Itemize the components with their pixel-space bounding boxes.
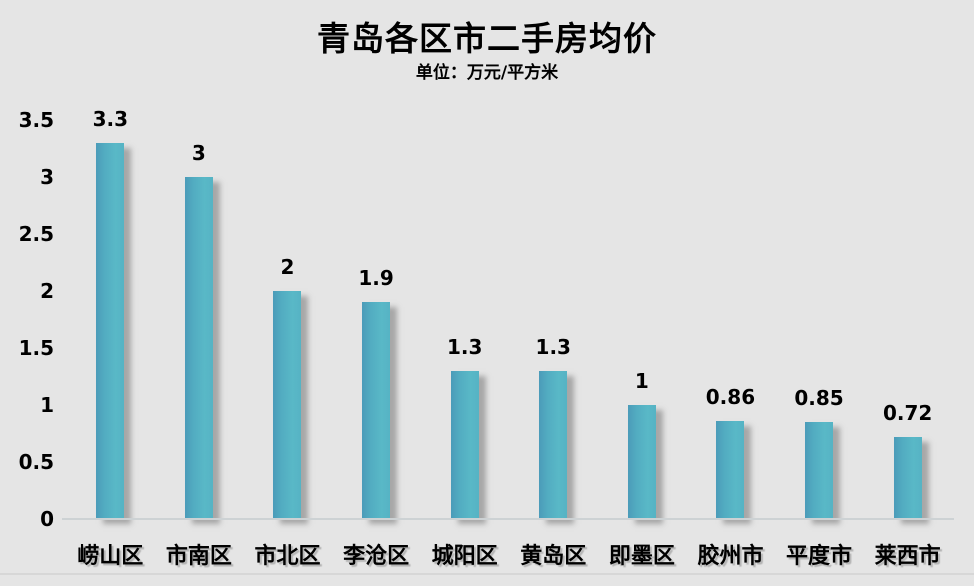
x-axis-label: 平度市 [786, 544, 853, 569]
bar-slot: 3 [155, 120, 244, 519]
bar [893, 436, 922, 519]
x-axis-label: 崂山区 [77, 544, 144, 569]
bar-value-label: 1.3 [535, 334, 571, 359]
bar-slot: 3.3 [66, 107, 155, 519]
x-axis-label: 黄岛区 [520, 544, 587, 569]
x-axis-label: 即墨区 [608, 544, 675, 569]
bar [450, 370, 479, 519]
bar-value-label: 1 [634, 369, 649, 393]
bar [627, 405, 656, 519]
bar [805, 422, 834, 519]
bar-value-label: 0.85 [794, 386, 844, 411]
chart-subtitle: 单位：万元/平方米 [415, 63, 559, 83]
x-axis-label: 莱西市 [874, 544, 941, 569]
bar [362, 302, 391, 519]
bar-value-label: 2 [280, 255, 295, 279]
bar-slot: 1.3 [509, 120, 598, 519]
bar-value-label: 3.3 [92, 106, 129, 131]
x-axis-label: 市南区 [165, 544, 232, 569]
x-axis-label: 胶州市 [697, 544, 764, 569]
y-tick-label: 3.5 [18, 108, 54, 132]
bar-slot: 2 [243, 120, 332, 519]
bar [273, 291, 302, 519]
bar-value-label: 1.9 [358, 266, 394, 291]
bar-value-label: 0.86 [705, 384, 756, 409]
bar-slot: 1.9 [332, 120, 421, 519]
y-tick-label: 2 [40, 279, 54, 303]
chart-title: 青岛各区市二手房均价 [317, 19, 657, 58]
x-axis-labels: 崂山区 市南区 市北区 李沧区 城阳区 黄岛区 即墨区 胶州市 平度市 莱西市 [66, 538, 952, 570]
bar [96, 142, 125, 519]
y-tick-label: 1.5 [18, 336, 54, 360]
bar [539, 370, 568, 519]
bar-slot: 1 [598, 120, 687, 519]
bar-slot: 0.72 [863, 120, 952, 519]
y-tick-label: 2.5 [18, 222, 54, 246]
y-tick-label: 1 [40, 393, 54, 417]
bar [184, 177, 213, 519]
x-axis-label: 李沧区 [343, 544, 410, 569]
y-tick-label: 0 [40, 507, 54, 531]
bar-value-label: 3 [191, 141, 206, 165]
bar-value-label: 1.3 [446, 334, 483, 359]
plot-area: 3.3 3 2 1.9 1.3 1.3 1 0.86 0.85 0.72 [66, 107, 952, 519]
bar-slot: 0.85 [775, 120, 864, 519]
bar-value-label: 0.72 [882, 400, 933, 425]
y-tick-label: 0.5 [18, 450, 54, 474]
x-axis-label: 市北区 [254, 544, 321, 569]
y-tick-label: 3 [40, 165, 54, 189]
x-axis-line [62, 518, 954, 520]
bottom-divider [0, 573, 974, 575]
bar [716, 420, 745, 519]
bar-slot: 0.86 [686, 120, 775, 519]
bar-slot: 1.3 [420, 120, 509, 519]
x-axis-label: 城阳区 [431, 544, 498, 569]
